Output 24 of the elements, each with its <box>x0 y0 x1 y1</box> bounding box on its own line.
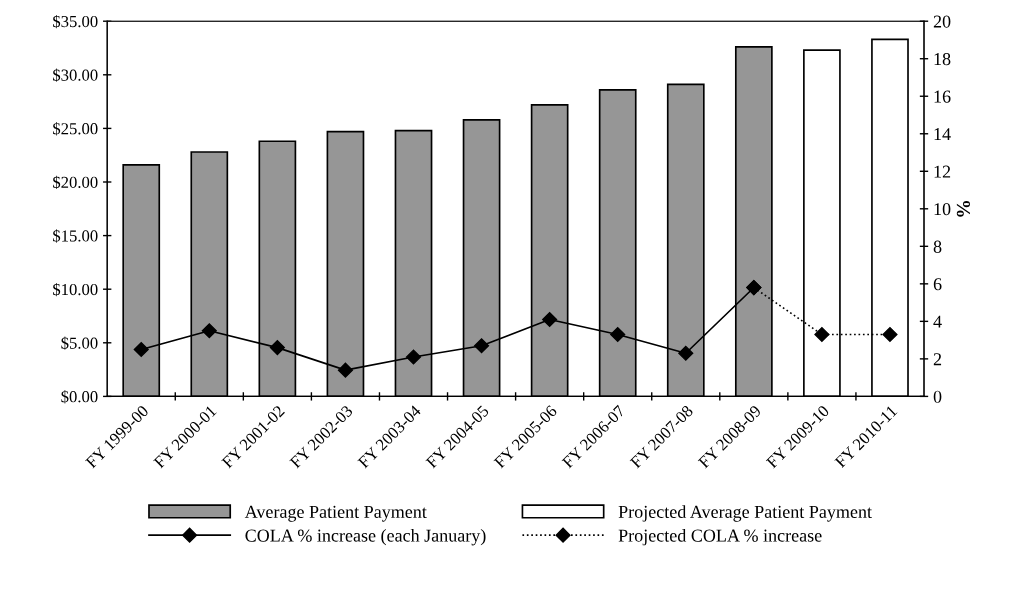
y-tick-label: $0.00 <box>61 390 98 404</box>
y-tick-label: $30.00 <box>53 68 98 82</box>
y2-tick-label: 16 <box>934 90 951 103</box>
legend-label: Average Patient Payment <box>244 505 427 522</box>
y-tick-label: $25.00 <box>53 122 98 136</box>
y-tick-label: $35.00 <box>53 14 98 29</box>
y2-tick-label: 20 <box>933 15 951 28</box>
y2-tick-label: 0 <box>933 390 942 403</box>
y-tick-label: $15.00 <box>53 229 98 243</box>
y2-tick-label: 14 <box>934 128 951 141</box>
legend-label: COLA % increase (each January) <box>245 528 486 546</box>
y2-tick-label: 4 <box>933 315 942 328</box>
legend-label: Projected Average Patient Payment <box>618 505 872 522</box>
y-tick-label: $20.00 <box>53 175 98 190</box>
y-tick-label: $10.00 <box>53 282 98 297</box>
y2-tick-label: 8 <box>933 240 942 253</box>
y2-tick-label: 18 <box>934 52 951 66</box>
legend-label: Projected COLA % increase <box>618 528 822 546</box>
y2-axis-title: % <box>956 201 970 217</box>
y2-tick-label: 6 <box>933 278 942 291</box>
y2-tick-label: 12 <box>934 165 951 178</box>
y2-tick-label: 2 <box>933 353 942 366</box>
y2-tick-label: 10 <box>934 203 951 216</box>
y-tick-label: $5.00 <box>61 336 98 350</box>
